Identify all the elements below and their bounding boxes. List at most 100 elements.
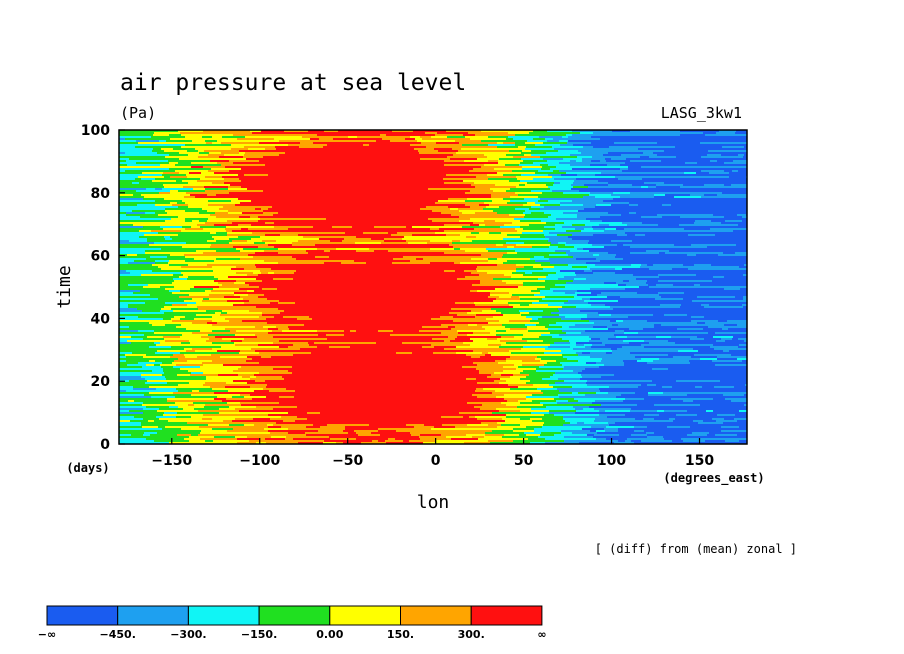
heatmap-cell: [565, 244, 593, 247]
heatmap-cell: [420, 284, 436, 287]
heatmap-cell: [681, 256, 701, 259]
heatmap-cell: [488, 160, 499, 163]
heatmap-cell: [292, 342, 309, 345]
heatmap-cell: [436, 142, 460, 145]
heatmap-cell: [697, 278, 720, 281]
heatmap-cell: [471, 310, 483, 313]
heatmap-cell: [498, 240, 525, 243]
heatmap-cell: [512, 272, 526, 275]
heatmap-cell: [590, 308, 614, 311]
heatmap-cell: [407, 216, 418, 219]
heatmap-cell: [601, 324, 613, 327]
heatmap-cell: [730, 150, 747, 153]
heatmap-cell: [147, 380, 174, 383]
heatmap-cell: [136, 154, 143, 157]
heatmap-cell: [684, 228, 711, 231]
heatmap-cell: [638, 332, 658, 335]
heatmap-cell: [631, 374, 656, 377]
heatmap-cell: [383, 132, 407, 135]
heatmap-cell: [302, 226, 314, 229]
heatmap-cell: [499, 320, 510, 323]
heatmap-cell: [205, 242, 230, 245]
heatmap-cell: [448, 336, 458, 339]
heatmap-cell: [680, 330, 692, 333]
heatmap-cell: [645, 184, 657, 187]
heatmap-cell: [292, 366, 303, 369]
heatmap-cell: [664, 298, 684, 301]
heatmap-cell: [717, 194, 737, 197]
heatmap-cell: [325, 268, 335, 271]
heatmap-cell: [470, 318, 487, 321]
heatmap-cell: [691, 356, 718, 359]
heatmap-cell: [166, 178, 184, 181]
heatmap-cell: [137, 322, 150, 325]
heatmap-cell: [423, 204, 437, 207]
heatmap-cell: [583, 196, 596, 199]
heatmap-cell: [196, 302, 217, 305]
heatmap-cell: [135, 312, 153, 315]
heatmap-cell: [383, 200, 411, 203]
heatmap-cell: [517, 308, 534, 311]
heatmap-cell: [622, 268, 650, 271]
heatmap-cell: [313, 338, 328, 341]
heatmap-cell: [396, 208, 421, 211]
heatmap-cell: [717, 244, 737, 247]
heatmap-cell: [162, 174, 187, 177]
heatmap-cell: [482, 352, 489, 355]
heatmap-cell: [657, 214, 683, 217]
heatmap-cell: [203, 130, 228, 133]
heatmap-cell: [252, 388, 264, 391]
heatmap-cell: [464, 264, 474, 267]
heatmap-cell: [589, 194, 605, 197]
heatmap-cell: [440, 316, 454, 319]
heatmap-cell: [480, 358, 497, 361]
heatmap-cell: [481, 142, 498, 145]
heatmap-cell: [519, 164, 541, 167]
heatmap-cell: [555, 372, 568, 375]
heatmap-cell: [614, 210, 634, 213]
heatmap-cell: [416, 202, 436, 205]
heatmap-cell: [623, 244, 632, 247]
heatmap-cell: [143, 286, 161, 289]
heatmap-cell: [285, 332, 308, 335]
heatmap-cell: [394, 324, 406, 327]
heatmap-cell: [411, 228, 431, 231]
heatmap-cell: [535, 358, 542, 361]
heatmap-cell: [708, 326, 729, 329]
heatmap-cell: [355, 268, 379, 271]
heatmap-cell: [544, 154, 571, 157]
heatmap-cell: [457, 278, 474, 281]
heatmap-cell: [179, 298, 193, 301]
heatmap-cell: [600, 160, 607, 163]
heatmap-cell: [231, 200, 252, 203]
heatmap-cell: [577, 140, 600, 143]
heatmap-cell: [436, 310, 453, 313]
heatmap-cell: [574, 264, 596, 267]
heatmap-cell: [398, 362, 422, 365]
heatmap-cell: [196, 270, 214, 273]
heatmap-cell: [155, 224, 182, 227]
heatmap-cell: [682, 332, 689, 335]
heatmap-cell: [603, 170, 623, 173]
heatmap-cell: [513, 158, 522, 161]
heatmap-cell: [231, 148, 249, 151]
heatmap-cell: [143, 166, 168, 169]
heatmap-cell: [268, 244, 293, 247]
heatmap-cell: [180, 336, 202, 339]
heatmap-cell: [637, 318, 664, 321]
heatmap-cell: [662, 216, 681, 219]
heatmap-cell: [391, 244, 404, 247]
heatmap-cell: [679, 132, 696, 135]
heatmap-cell: [229, 150, 240, 153]
heatmap-cell: [434, 238, 449, 241]
heatmap-cell: [590, 332, 602, 335]
heatmap-cell: [662, 330, 681, 333]
heatmap-cell: [462, 274, 480, 277]
heatmap-cell: [376, 308, 386, 311]
heatmap-cell: [155, 178, 167, 181]
heatmap-cell: [154, 268, 162, 271]
heatmap-cell: [381, 256, 404, 259]
heatmap-cell: [397, 360, 417, 363]
heatmap-cell: [119, 142, 128, 145]
heatmap-cell: [317, 186, 344, 189]
